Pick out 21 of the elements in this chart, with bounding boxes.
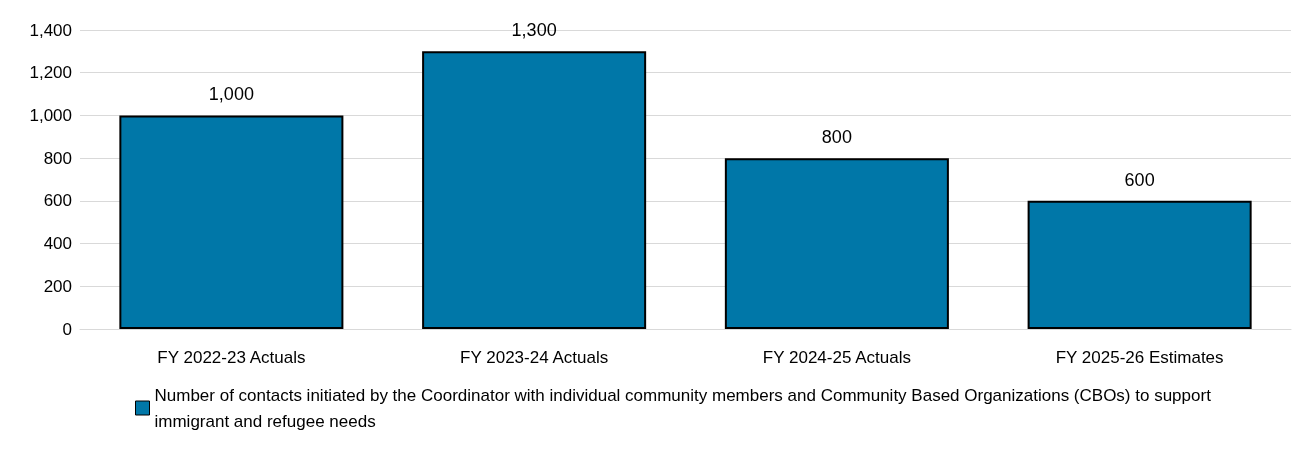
data-label: 1,000 — [208, 84, 254, 105]
y-tick-label: 0 — [62, 319, 72, 339]
y-tick-label: 1,200 — [29, 63, 72, 83]
bar — [422, 51, 647, 329]
y-tick-label: 1,400 — [29, 20, 72, 40]
y-tick-label: 1,000 — [29, 105, 72, 125]
data-label: 1,300 — [511, 20, 557, 41]
x-tick-label: FY 2025-26 Estimates — [1055, 348, 1224, 367]
y-tick-label: 400 — [43, 234, 72, 254]
bar — [119, 115, 344, 329]
data-label: 600 — [1124, 169, 1155, 190]
bar — [724, 158, 949, 329]
legend-label: Number of contacts initiated by the Coordinator with individual community members and Community Based Organizations (CBOs) to support immigrant and refugee needs — [154, 385, 1216, 431]
y-tick-label: 800 — [43, 148, 72, 168]
y-tick-label: 200 — [43, 276, 72, 296]
data-label: 800 — [821, 127, 852, 148]
y-tick-label: 600 — [43, 191, 72, 211]
bar — [1027, 200, 1252, 329]
x-tick-label: FY 2022-23 Actuals — [157, 348, 306, 367]
x-tick-label: FY 2024-25 Actuals — [762, 348, 911, 367]
x-tick-label: FY 2023-24 Actuals — [460, 348, 609, 367]
